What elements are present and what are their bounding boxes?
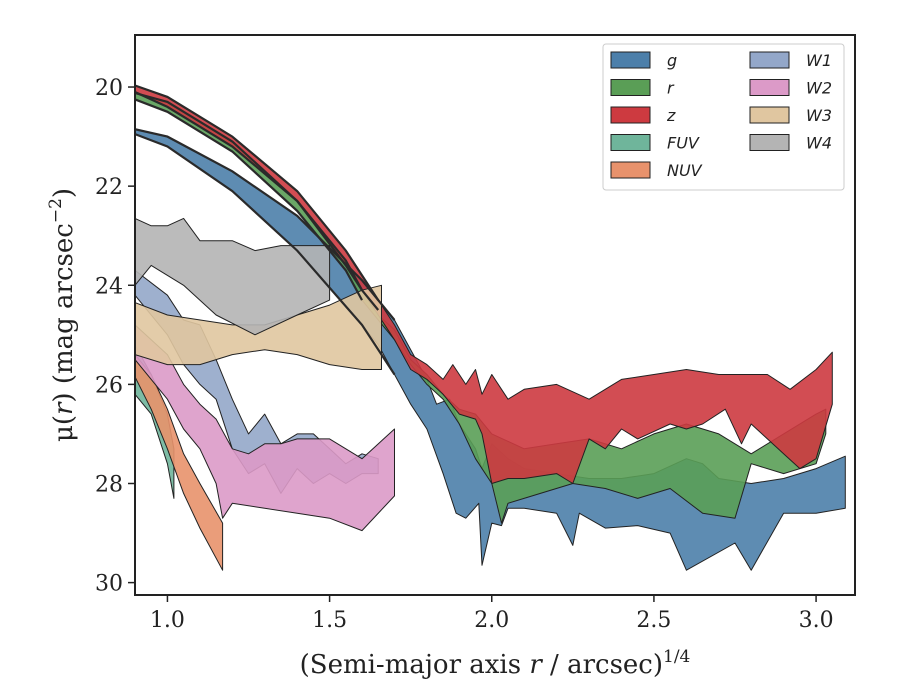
profile-lines bbox=[135, 84, 396, 376]
legend-swatch-w3 bbox=[749, 106, 790, 124]
y-tick-label: 30 bbox=[95, 572, 123, 597]
x-tick-label: 1.0 bbox=[150, 608, 185, 633]
series-area-nuv bbox=[135, 354, 224, 571]
series-area-w2 bbox=[135, 324, 395, 532]
legend-swatch-fuv bbox=[610, 134, 651, 151]
legend-label-w1: W1 bbox=[806, 51, 832, 70]
profile-line-g bbox=[135, 128, 396, 321]
legend-label-g: g bbox=[667, 51, 677, 70]
series-areas bbox=[135, 85, 846, 571]
x-axis-label: (Semi-major axis r / arcsec)1/4 bbox=[300, 647, 691, 680]
x-tick-label: 2.0 bbox=[474, 608, 509, 633]
y-tick-label: 28 bbox=[95, 472, 123, 497]
y-axis-ticks: 20 22 24 26 28 30 bbox=[95, 76, 135, 597]
x-tick-label: 2.5 bbox=[636, 608, 671, 633]
plot-frame bbox=[134, 34, 856, 596]
y-tick-label: 26 bbox=[95, 373, 123, 398]
x-tick-label: 3.0 bbox=[799, 608, 834, 633]
legend: grz FUV NUV W1 W2 W3 W4 bbox=[602, 43, 845, 191]
legend-label-nuv: NUV bbox=[667, 161, 703, 180]
y-axis-label: μ(r) (mag arcsec−2) bbox=[46, 188, 79, 442]
legend-label-w4: W4 bbox=[806, 134, 832, 153]
legend-label-z: z bbox=[666, 106, 676, 125]
legend-swatch-w4 bbox=[749, 134, 790, 151]
legend-label-fuv: FUV bbox=[667, 134, 700, 153]
legend-label-w3: W3 bbox=[806, 106, 832, 125]
legend-swatch-z bbox=[610, 106, 651, 124]
series-area-z bbox=[135, 85, 833, 484]
profile-line-z bbox=[135, 84, 380, 301]
legend-swatch-g bbox=[610, 51, 651, 69]
y-tick-label: 22 bbox=[95, 175, 123, 200]
legend-label-r: r bbox=[667, 79, 675, 98]
y-tick-label: 24 bbox=[95, 274, 123, 299]
profile-line-r bbox=[135, 98, 363, 301]
legend-swatch-w2 bbox=[749, 79, 790, 96]
legend-swatch-w1 bbox=[749, 51, 790, 69]
y-tick-label: 20 bbox=[95, 76, 123, 101]
profile-line-g bbox=[135, 133, 396, 376]
legend-swatch-r bbox=[610, 79, 651, 96]
x-tick-label: 1.5 bbox=[312, 608, 347, 633]
legend-label-w2: W2 bbox=[806, 79, 832, 98]
x-axis-ticks: 1.0 1.5 2.0 2.5 3.0 bbox=[150, 595, 834, 633]
legend-swatch-nuv bbox=[610, 161, 651, 179]
